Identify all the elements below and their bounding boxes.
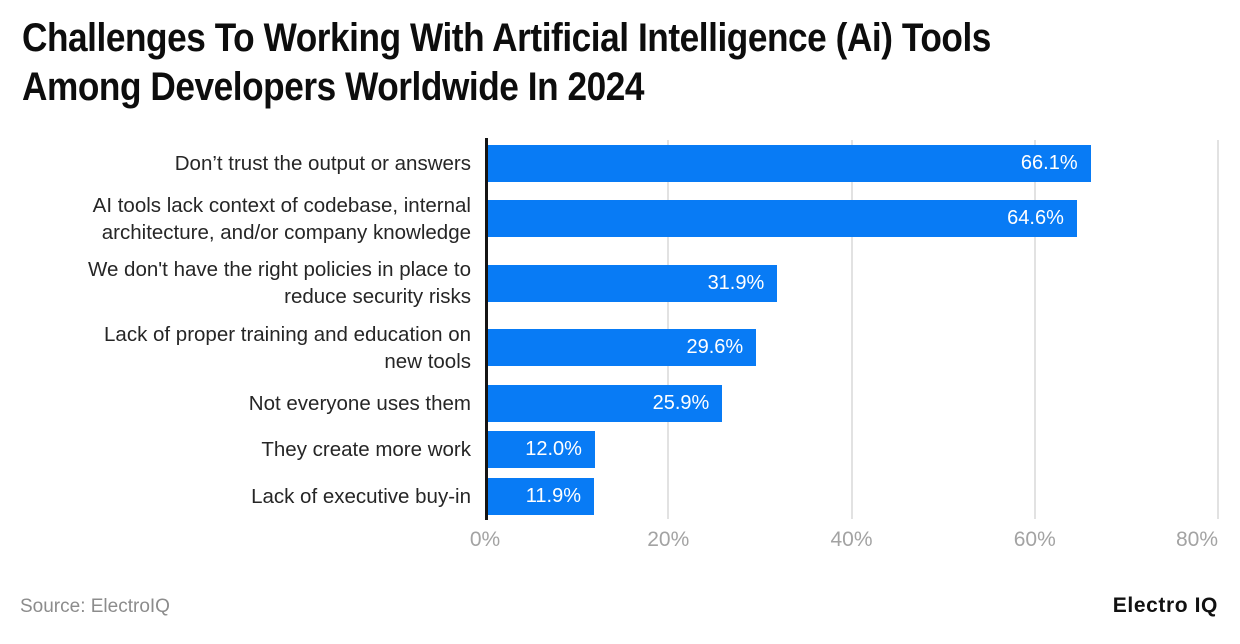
bar: 31.9% <box>485 264 778 302</box>
chart-row: Don’t trust the output or answers 66.1% <box>22 140 1218 187</box>
source-note: Source: ElectroIQ <box>20 596 170 617</box>
bar: 64.6% <box>485 200 1077 238</box>
bar-track: 11.9% <box>485 473 1218 520</box>
bar-chart-plot-area: Don’t trust the output or answers 66.1% AI… <box>22 138 1219 520</box>
x-axis-tick-label: 0% <box>469 528 501 551</box>
bar-track: 31.9% <box>485 251 1218 315</box>
bar-track: 64.6% <box>485 187 1218 251</box>
chart-row: They create more work 12.0% <box>22 426 1218 473</box>
chart-row: Lack of proper training and education on… <box>22 315 1218 379</box>
bar: 25.9% <box>485 384 723 422</box>
chart-title-line2: Among Developers Worldwide In 2024 <box>22 65 645 109</box>
bar: 29.6% <box>485 329 757 367</box>
x-axis-tick-label: 80% <box>1175 528 1219 551</box>
bar-value-label: 11.9% <box>525 485 582 508</box>
bar-value-label: 64.6% <box>1007 207 1064 230</box>
bar-rows: Don’t trust the output or answers 66.1% AI… <box>22 140 1218 520</box>
x-axis-tick-label: 20% <box>647 528 690 551</box>
bar: 66.1% <box>485 144 1091 182</box>
bar-value-label: 29.6% <box>686 336 744 359</box>
x-axis-tick-label: 60% <box>1013 528 1056 551</box>
category-label: We don't have the right policies in plac… <box>87 258 471 309</box>
bar-value-label: 12.0% <box>525 438 582 461</box>
bar-track: 66.1% <box>485 140 1218 187</box>
chart-row: Lack of executive buy-in 11.9% <box>22 473 1218 520</box>
bar-track: 25.9% <box>485 380 1218 427</box>
x-axis: 0% 20% 40% 60% 80% <box>470 528 1219 552</box>
chart-row: Not everyone uses them 25.9% <box>22 380 1218 427</box>
chart-title: Challenges To Working With Artificial In… <box>22 14 1219 112</box>
chart-row: AI tools lack context of codebase, inter… <box>22 187 1218 251</box>
bar-value-label: 25.9% <box>652 391 710 414</box>
chart-row: We don't have the right policies in plac… <box>22 251 1218 315</box>
chart-title-line1: Challenges To Working With Artificial In… <box>22 16 991 60</box>
x-axis-tick-label: 40% <box>830 528 873 551</box>
category-label: Not everyone uses them <box>248 391 471 415</box>
y-axis-line <box>485 138 488 520</box>
bar-track: 12.0% <box>485 426 1218 473</box>
category-label: Lack of executive buy-in <box>251 485 471 509</box>
bar-track: 29.6% <box>485 315 1218 379</box>
bar-value-label: 66.1% <box>1020 151 1078 174</box>
category-label: AI tools lack context of codebase, inter… <box>92 193 471 244</box>
category-label: They create more work <box>261 438 471 462</box>
bar-value-label: 31.9% <box>707 271 765 294</box>
bar: 11.9% <box>485 478 595 516</box>
category-label: Don’t trust the output or answers <box>174 151 471 175</box>
category-label: Lack of proper training and education on… <box>104 322 471 373</box>
brand-logo: Electro IQ <box>1112 594 1218 617</box>
bar: 12.0% <box>485 431 595 469</box>
